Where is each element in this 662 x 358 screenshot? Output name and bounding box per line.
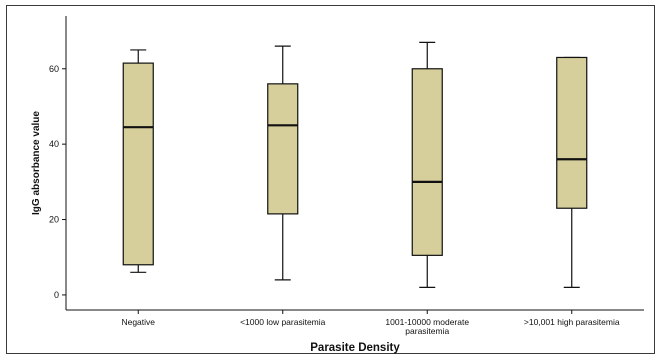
x-axis-title: Parasite Density bbox=[310, 342, 400, 354]
x-category-label: parasitemia bbox=[405, 326, 449, 336]
y-tick-label: 60 bbox=[49, 64, 59, 74]
iqr-box bbox=[267, 83, 299, 215]
chart-frame bbox=[6, 5, 655, 354]
y-tick-label: 20 bbox=[49, 215, 59, 225]
x-category-label: <1000 low parasitemia bbox=[240, 317, 326, 327]
x-category-label: >10,001 high parasitemia bbox=[524, 317, 620, 327]
x-category-label: Negative bbox=[121, 317, 155, 327]
iqr-box bbox=[411, 68, 443, 256]
x-category-label: 1001-10000 moderate bbox=[385, 317, 469, 327]
iqr-box bbox=[122, 62, 154, 266]
y-tick-label: 40 bbox=[49, 139, 59, 149]
y-axis-title: IgG absorbance value bbox=[31, 111, 42, 215]
iqr-box bbox=[556, 56, 588, 209]
y-tick-label: 0 bbox=[54, 290, 59, 300]
